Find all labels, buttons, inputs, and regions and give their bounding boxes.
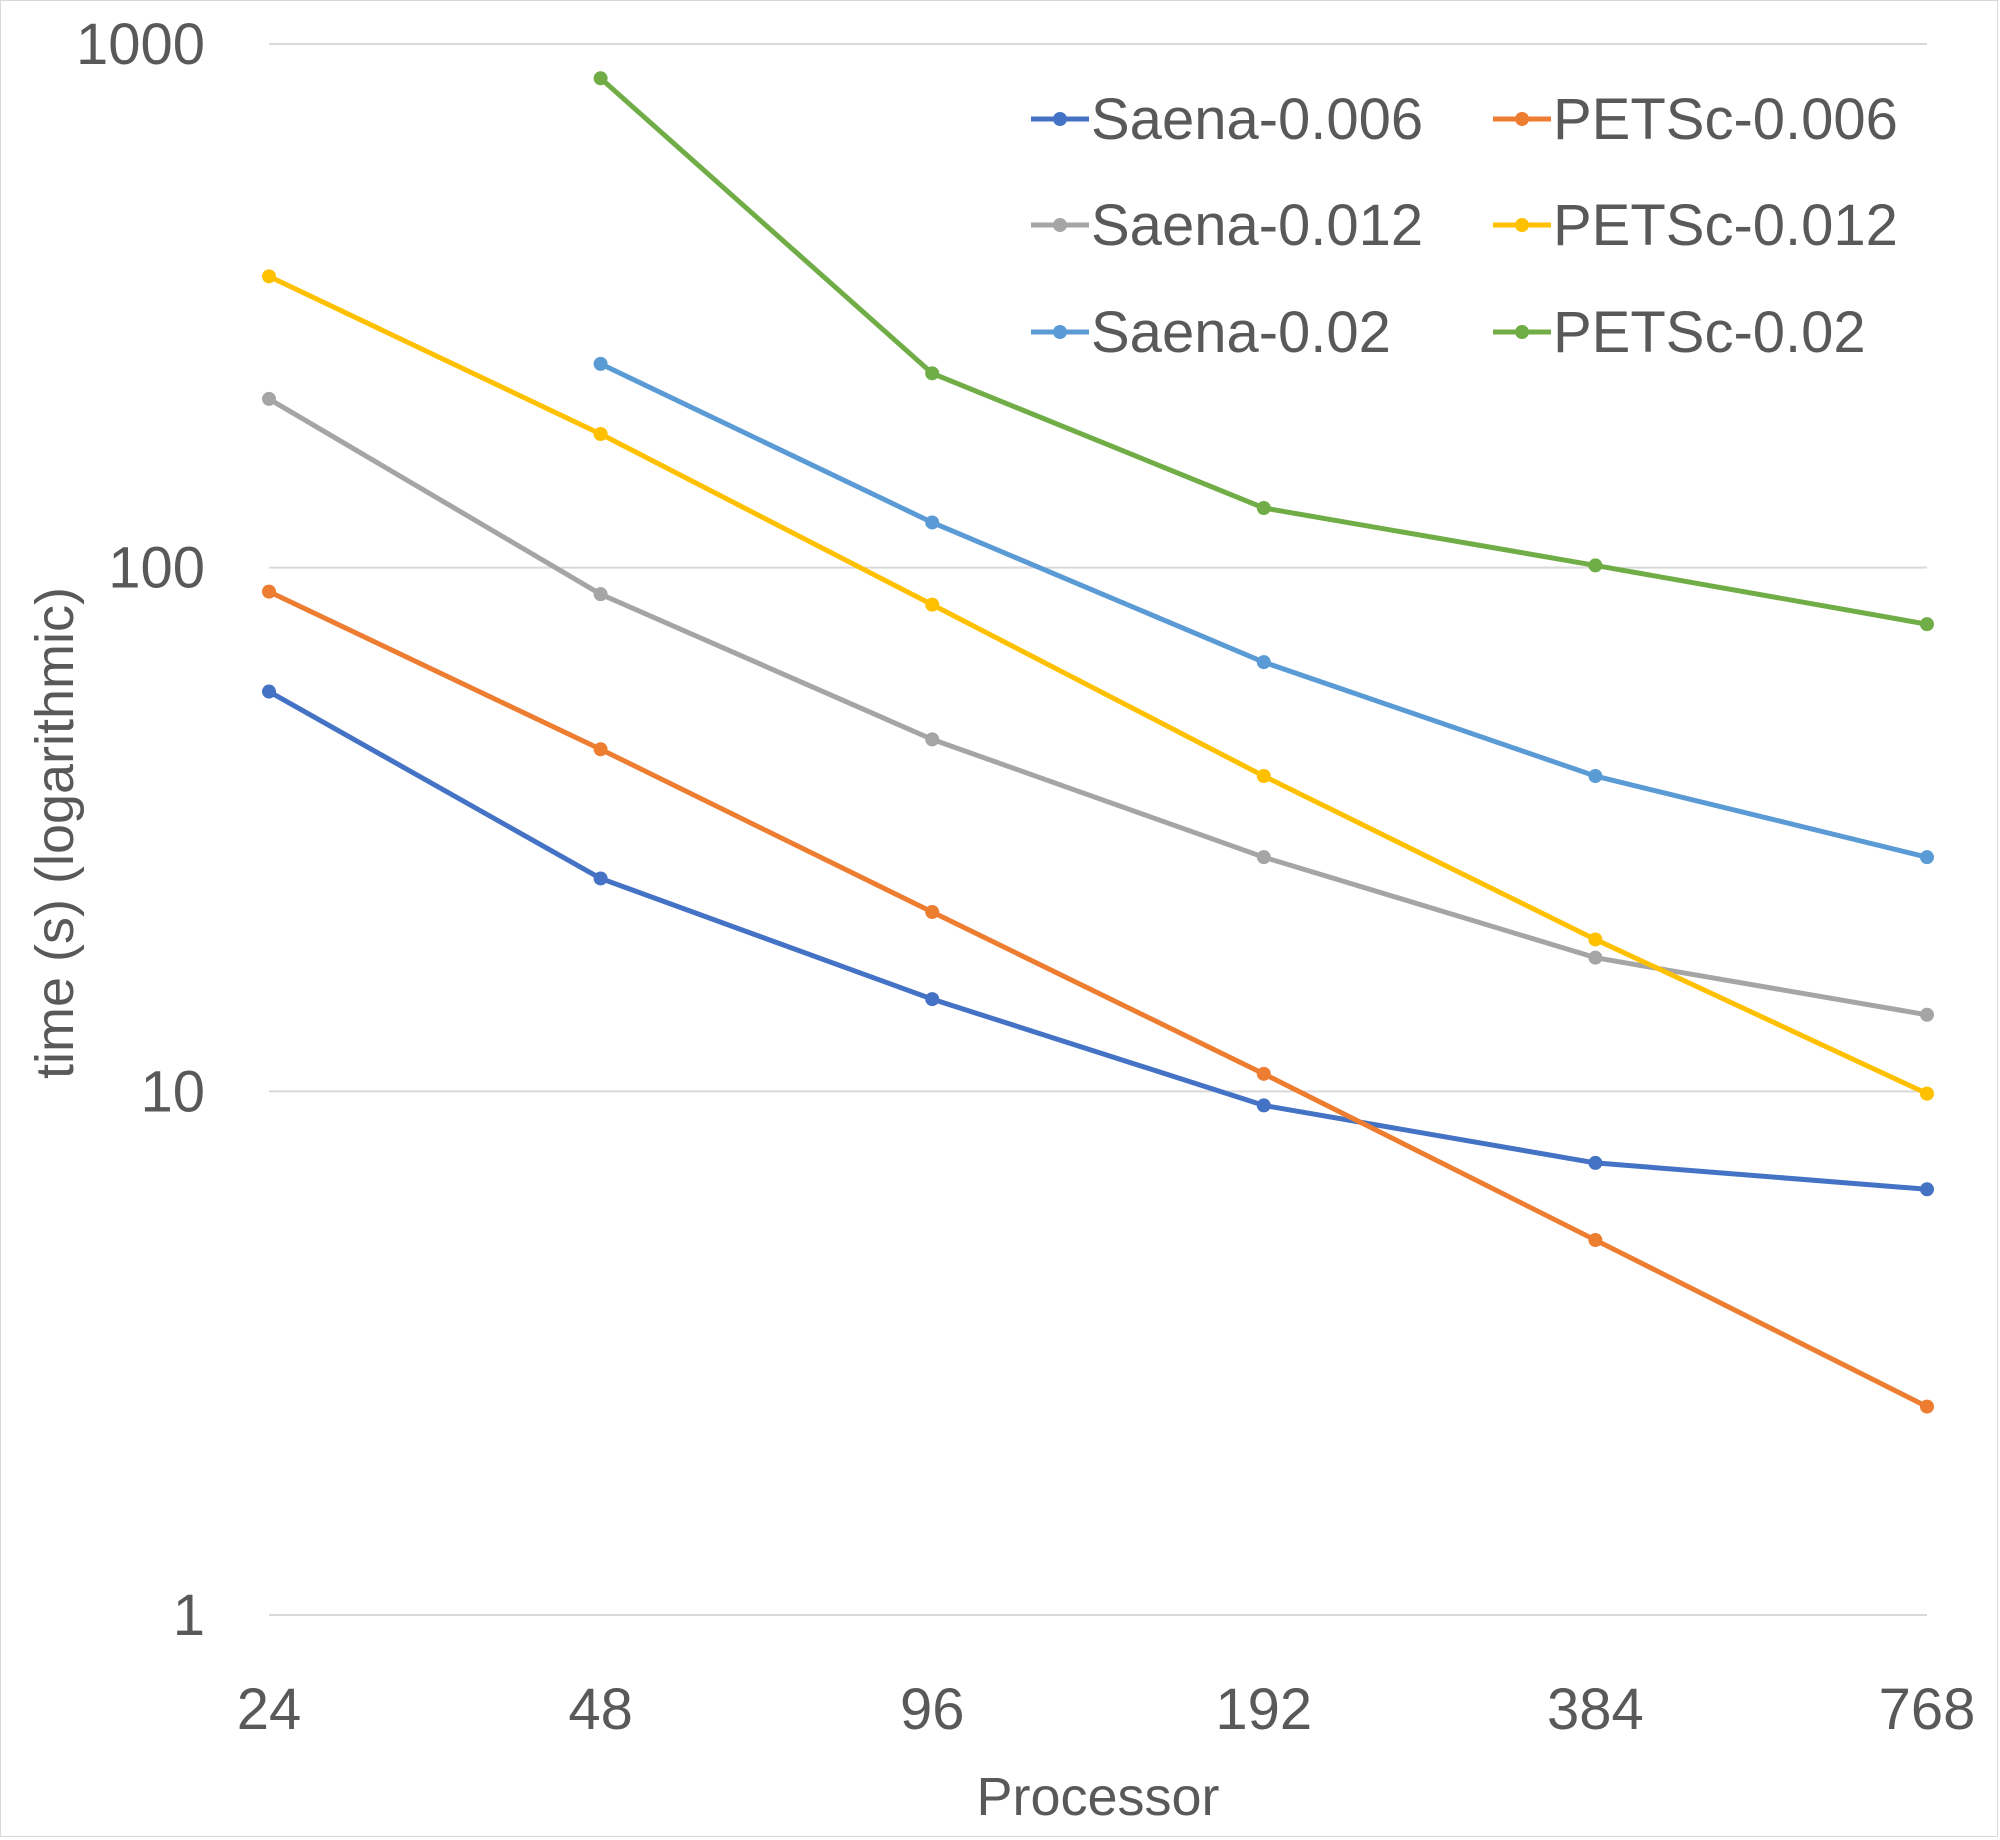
data-point [262, 269, 276, 284]
legend-swatch-marker [1515, 112, 1529, 126]
data-point [1588, 1233, 1603, 1248]
legend: Saena-0.006 PETSc-0.006 Saena-0.012 PETSc-0… [1031, 87, 1898, 365]
data-point [1920, 617, 1934, 632]
data-point [1588, 769, 1603, 784]
legend-label: PETSc-0.006 [1553, 87, 1898, 152]
y-axis-ticks: 1 10 100 1000 [76, 12, 205, 1648]
data-point [1920, 850, 1934, 865]
data-point [1256, 655, 1271, 670]
legend-item: Saena-0.02 [1031, 300, 1391, 365]
legend-label: Saena-0.02 [1091, 300, 1391, 365]
data-point [1256, 1066, 1271, 1081]
data-point [925, 515, 940, 530]
data-point [262, 584, 276, 599]
data-point [1256, 1098, 1271, 1113]
series-PETSc-0.006 [262, 584, 1934, 1414]
data-point [262, 684, 276, 699]
series-line [267, 396, 1928, 1018]
series-line [267, 589, 1929, 1409]
x-tick-label: 384 [1547, 1677, 1644, 1742]
legend-item: PETSc-0.006 [1493, 87, 1898, 152]
x-tick-label: 192 [1215, 1677, 1312, 1742]
data-point [1256, 850, 1271, 865]
data-point [593, 71, 608, 86]
data-point [925, 732, 940, 747]
data-point [262, 391, 276, 406]
data-point [1920, 1007, 1934, 1022]
legend-item: PETSc-0.012 [1493, 193, 1898, 258]
legend-label: PETSc-0.012 [1553, 193, 1898, 258]
legend-swatch-marker [1053, 218, 1067, 232]
legend-label: Saena-0.012 [1091, 193, 1423, 258]
data-point [593, 871, 608, 886]
data-point [1256, 500, 1271, 515]
data-point [1256, 769, 1271, 784]
data-point [1588, 932, 1603, 947]
x-tick-label: 96 [900, 1677, 965, 1742]
legend-swatch-marker [1515, 218, 1529, 232]
series-line [267, 689, 1928, 1192]
data-point [1920, 1086, 1934, 1101]
data-series [262, 71, 1934, 1414]
data-point [593, 426, 608, 441]
gridlines [269, 43, 1927, 1616]
series-PETSc-0.02 [593, 71, 1934, 632]
data-point [1920, 1182, 1934, 1197]
data-point [1588, 950, 1603, 965]
x-tick-label: 48 [568, 1677, 633, 1742]
data-point [593, 742, 608, 757]
series-line [599, 361, 1928, 860]
x-tick-label: 768 [1879, 1677, 1976, 1742]
y-tick-label: 1000 [76, 12, 205, 77]
legend-swatch-marker [1053, 112, 1067, 126]
data-point [593, 356, 608, 371]
data-point [925, 366, 940, 381]
data-point [1588, 558, 1603, 573]
x-axis-ticks: 24 48 96 192 384 768 [237, 1677, 1976, 1742]
x-tick-label: 24 [237, 1677, 302, 1742]
legend-swatch-marker [1515, 325, 1529, 339]
series-line [267, 274, 1929, 1096]
y-tick-label: 1 [173, 1583, 205, 1648]
legend-label: Saena-0.006 [1091, 87, 1423, 152]
y-tick-label: 10 [140, 1059, 205, 1124]
series-PETSc-0.012 [262, 269, 1934, 1101]
legend-label: PETSc-0.02 [1553, 300, 1866, 365]
data-point [925, 597, 940, 612]
data-point [925, 905, 940, 920]
x-axis-title: Processor [976, 1767, 1219, 1827]
legend-item: Saena-0.012 [1031, 193, 1423, 258]
data-point [1588, 1155, 1603, 1170]
legend-item: Saena-0.006 [1031, 87, 1423, 152]
y-axis-title: time (s) (logarithmic) [25, 587, 85, 1079]
series-Saena-0.02 [593, 356, 1934, 865]
data-point [1920, 1399, 1934, 1414]
series-Saena-0.006 [262, 684, 1934, 1197]
legend-swatch-marker [1053, 325, 1067, 339]
data-point [925, 992, 940, 1007]
data-point [593, 587, 608, 602]
legend-item: PETSc-0.02 [1493, 300, 1866, 365]
y-tick-label: 100 [108, 536, 205, 601]
